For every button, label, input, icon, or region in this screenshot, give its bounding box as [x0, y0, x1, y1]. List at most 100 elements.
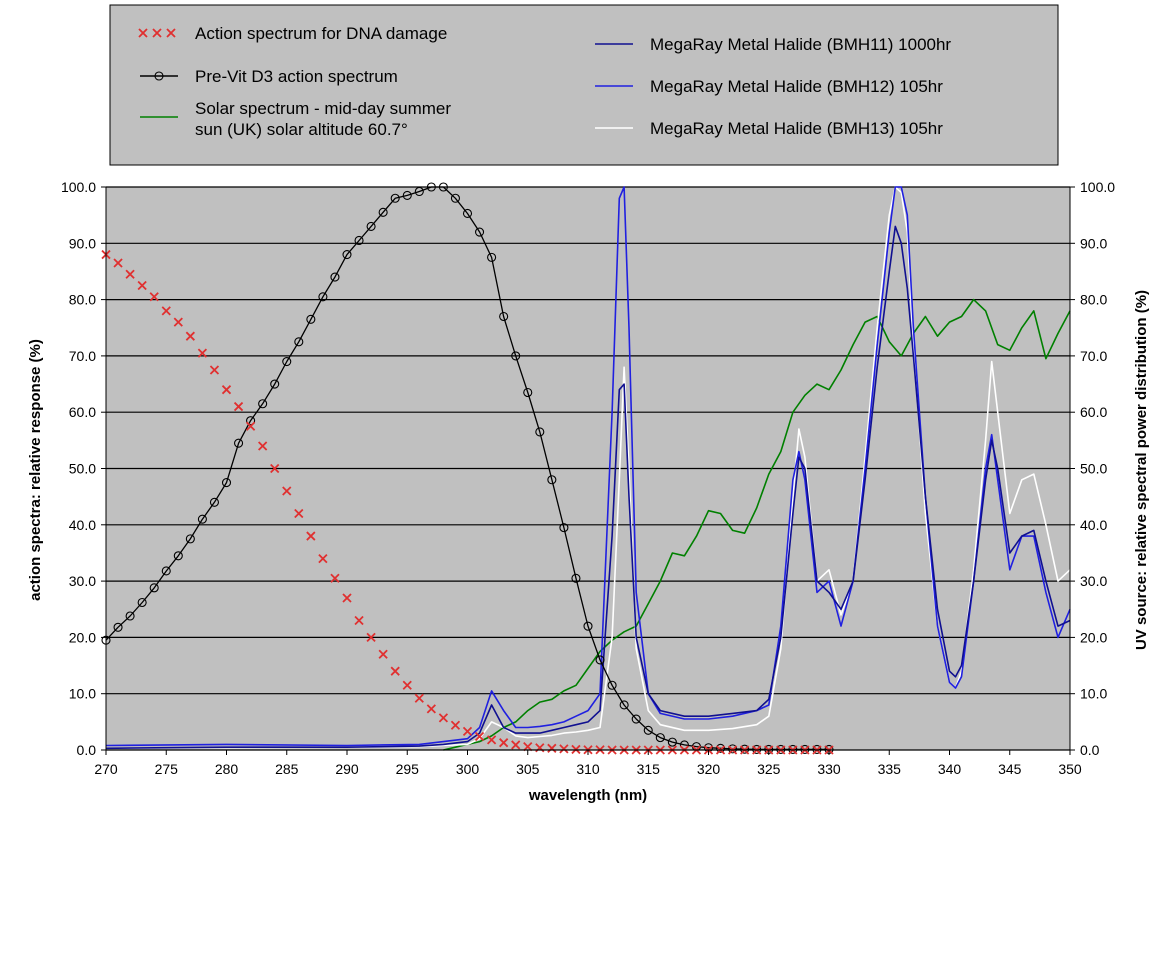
- data-point-x-marker: [547, 743, 557, 753]
- data-point-x-marker: [113, 258, 123, 268]
- x-tick-label: 315: [637, 761, 661, 777]
- data-point-x-marker: [499, 738, 509, 748]
- data-point-circle-marker: [583, 621, 593, 631]
- data-point-circle-marker: [523, 387, 533, 398]
- y-tick-label: 10.0: [69, 686, 96, 702]
- data-point-x-marker: [306, 531, 316, 541]
- series-megaray-metal-halide-bmh12-105hr: [105, 186, 1071, 747]
- y2-tick-label: 40.0: [1080, 517, 1107, 533]
- y-tick-label: 0.0: [77, 742, 97, 758]
- data-point-circle-marker: [438, 182, 448, 192]
- x-tick-label: 335: [878, 761, 902, 777]
- data-point-circle-marker: [667, 737, 677, 747]
- y2-tick-label: 60.0: [1080, 404, 1107, 420]
- y2-tick-label: 10.0: [1080, 686, 1107, 702]
- data-point-circle-marker: [715, 743, 726, 753]
- data-point-x-marker: [233, 401, 244, 412]
- data-point-circle-marker: [559, 523, 569, 533]
- y2-tick-label: 20.0: [1080, 629, 1107, 645]
- x-axis-title: wavelength (nm): [528, 787, 647, 804]
- y-axis-title: action spectra: relative response (%): [27, 339, 44, 601]
- data-point-circle-marker: [607, 680, 617, 690]
- y-tick-label: 80.0: [69, 292, 96, 308]
- y2-tick-label: 90.0: [1080, 235, 1107, 251]
- data-point-x-marker: [486, 735, 497, 745]
- data-point-circle-marker: [125, 611, 135, 621]
- x-tick-label: 345: [998, 761, 1022, 777]
- x-tick-label: 320: [697, 761, 721, 777]
- legend-item-solar-spectrum-mid-day-summer-sun-uk-solar-altitude-60-7: Solar spectrum - mid-day summer sun (UK) …: [140, 99, 451, 139]
- data-point-circle-marker: [487, 252, 497, 262]
- legend-item-megaray-metal-halide-bmh12-105hr: MegaRay Metal Halide (BMH12) 105hr: [595, 77, 943, 96]
- legend-circle-marker: [154, 71, 164, 81]
- data-point-x-marker: [330, 573, 340, 583]
- y2-tick-label: 100.0: [1080, 179, 1115, 195]
- legend-label: MegaRay Metal Halide (BMH13) 105hr: [650, 119, 943, 138]
- y-tick-label: 60.0: [69, 404, 96, 420]
- data-point-circle-marker: [595, 655, 605, 665]
- data-point-circle-marker: [547, 475, 557, 485]
- data-point-circle-marker: [306, 314, 316, 324]
- y2-tick-label: 30.0: [1080, 573, 1107, 589]
- data-point-x-marker: [137, 280, 147, 291]
- data-point-circle-marker: [402, 190, 412, 200]
- data-point-x-marker: [197, 348, 208, 358]
- series-megaray-metal-halide-bmh11-1000hr: [105, 225, 1071, 750]
- data-point-x-marker: [161, 306, 171, 316]
- data-point-circle-marker: [173, 551, 183, 561]
- legend-label-line: Solar spectrum - mid-day summer: [195, 99, 451, 118]
- legend-x-marker: [138, 28, 148, 38]
- series-line: [105, 186, 1071, 747]
- data-point-circle-marker: [728, 744, 738, 754]
- data-point-x-marker: [523, 741, 533, 752]
- x-tick-label: 280: [215, 761, 239, 777]
- data-point-circle-marker: [161, 566, 171, 576]
- legend-item-megaray-metal-halide-bmh13-105hr: MegaRay Metal Halide (BMH13) 105hr: [595, 119, 943, 138]
- data-point-x-marker: [125, 269, 135, 279]
- data-point-circle-marker: [655, 733, 665, 743]
- series-pre-vit-d3-action-spectrum: [101, 182, 834, 754]
- data-point-x-marker: [221, 385, 232, 395]
- y-tick-label: 70.0: [69, 348, 96, 364]
- data-point-x-marker: [318, 553, 328, 564]
- data-point-x-marker: [282, 486, 292, 496]
- data-point-x-marker: [149, 292, 159, 302]
- y2-tick-label: 70.0: [1080, 348, 1107, 364]
- x-tick-label: 340: [938, 761, 962, 777]
- legend-label-line: sun (UK) solar altitude 60.7°: [195, 120, 408, 139]
- x-tick-label: 350: [1058, 761, 1082, 777]
- data-point-circle-marker: [330, 272, 340, 282]
- x-tick-label: 325: [757, 761, 781, 777]
- data-point-circle-marker: [270, 379, 280, 389]
- y2-tick-label: 50.0: [1080, 461, 1107, 477]
- data-point-circle-marker: [294, 337, 304, 347]
- data-point-x-marker: [426, 704, 436, 714]
- data-point-x-marker: [559, 744, 569, 754]
- y2-tick-label: 0.0: [1080, 742, 1100, 758]
- data-point-x-marker: [294, 508, 304, 519]
- data-point-x-marker: [414, 693, 424, 703]
- y-tick-label: 30.0: [69, 573, 96, 589]
- legend-label: Action spectrum for DNA damage: [195, 24, 447, 43]
- data-point-circle-marker: [511, 351, 521, 361]
- data-point-circle-marker: [571, 573, 581, 583]
- x-tick-label: 290: [335, 761, 359, 777]
- data-point-circle-marker: [450, 193, 461, 203]
- data-point-circle-marker: [426, 182, 436, 192]
- data-point-circle-marker: [354, 235, 364, 246]
- data-point-circle-marker: [499, 311, 509, 322]
- data-point-x-marker: [462, 726, 473, 737]
- series-line: [105, 225, 1071, 750]
- data-point-circle-marker: [740, 744, 750, 754]
- legend-x-marker: [166, 28, 176, 38]
- legend-label: MegaRay Metal Halide (BMH12) 105hr: [650, 77, 943, 96]
- series-solar-spectrum-mid-day-summer-sun-uk-solar-altitude-60-7: [443, 298, 1071, 751]
- data-point-x-marker: [245, 421, 256, 431]
- data-point-circle-marker: [462, 208, 473, 219]
- axes: 0.0 0.0 10.0 10.0 20.0 20.0 30.0 30.0 40.0 40.0 50…: [61, 179, 1115, 777]
- y-tick-label: 20.0: [69, 629, 96, 645]
- data-point-x-marker: [258, 441, 268, 451]
- legend-item-megaray-metal-halide-bmh11-1000hr: MegaRay Metal Halide (BMH11) 1000hr: [595, 35, 951, 54]
- legend-box: [109, 4, 1059, 166]
- data-point-circle-marker: [631, 714, 641, 724]
